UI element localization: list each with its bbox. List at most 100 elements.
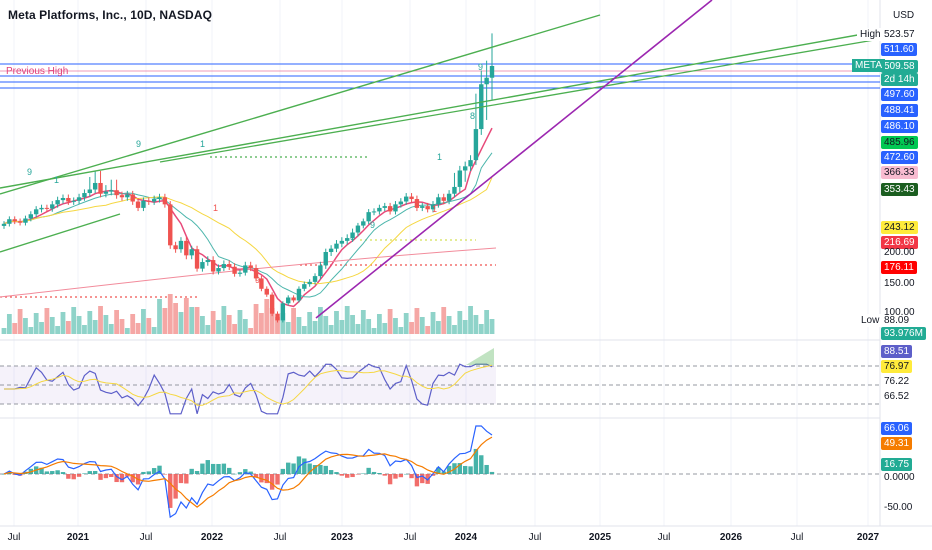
candle-body	[146, 200, 151, 202]
volume-bar	[108, 324, 114, 334]
price-axis-label: 497.60	[881, 88, 918, 101]
macd-histogram-bar	[1, 474, 7, 475]
volume-bar	[285, 322, 291, 334]
macd-histogram-bar	[232, 473, 237, 475]
candle-body	[39, 207, 44, 210]
macd-histogram-bar	[162, 474, 168, 475]
candle-body	[7, 219, 12, 224]
macd-histogram-bar	[92, 471, 98, 474]
candle-body	[210, 260, 216, 272]
volume-bar	[65, 321, 71, 334]
td-sequential-counts: 9 1 9 1 1 9 5 9 1 9 1 8	[27, 62, 483, 285]
volume-bar	[468, 306, 473, 334]
macd-histogram-bar	[328, 470, 334, 474]
price-axis-label: 509.58	[881, 60, 918, 73]
volume-bar	[382, 323, 388, 334]
volume-bar	[60, 312, 66, 334]
candle-body	[71, 200, 76, 202]
macd-histogram-bar	[55, 470, 60, 474]
candle-body	[371, 211, 377, 213]
macd-histogram-bar	[479, 455, 484, 474]
macd-axis-label: 49.31	[881, 437, 913, 450]
trendline-green-lower	[0, 213, 121, 253]
volume-bar	[226, 315, 232, 334]
candle-body	[366, 212, 371, 222]
candle-body	[227, 264, 232, 267]
candlesticks	[1, 33, 495, 323]
candle-body	[291, 297, 296, 301]
macd-histogram-bar	[286, 462, 291, 474]
candle-body	[114, 190, 119, 196]
candle-body	[253, 268, 259, 279]
macd-histogram-bar	[355, 474, 361, 475]
macd-histogram-bar	[210, 463, 216, 474]
candle-body	[189, 249, 194, 256]
candle-body	[296, 288, 302, 301]
macd-histogram-bar	[334, 472, 339, 474]
macd-signal-line	[3, 436, 493, 508]
candle-body	[55, 200, 60, 205]
volume-bar	[419, 317, 425, 334]
macd-histogram-bar	[71, 474, 76, 480]
macd-histogram-bar	[484, 464, 489, 474]
price-axis-label: 472.60	[881, 151, 918, 164]
low-tag: Low	[858, 314, 883, 327]
volume-bar	[210, 311, 216, 334]
candle-body	[205, 260, 210, 263]
price-axis-label: 511.60	[881, 43, 917, 56]
volume-bar	[98, 306, 103, 334]
td-count-label: 1	[200, 139, 205, 149]
price-axis-label: 176.11	[881, 261, 917, 274]
rsi-axis-label: 88.51	[881, 345, 913, 358]
volume-bar	[371, 328, 377, 334]
volume-bar	[82, 325, 87, 334]
candle-body	[17, 221, 23, 223]
price-axis-label: 486.10	[881, 120, 918, 133]
macd-histogram-bar	[350, 474, 355, 478]
trendline-hidden-4	[160, 34, 880, 165]
volume-bar	[446, 316, 452, 334]
macd-histogram-bar	[87, 471, 93, 474]
volume-bar	[130, 314, 136, 334]
macd-histogram-bar	[371, 471, 377, 474]
macd-histogram-bar	[420, 474, 425, 484]
volume-bar	[87, 311, 93, 334]
volume-bar	[28, 327, 34, 334]
currency-label[interactable]: USD	[893, 10, 915, 21]
macd-histogram-bar	[44, 471, 50, 474]
volume-bar	[307, 312, 313, 334]
price-axis-label: 93.976M	[881, 327, 926, 340]
candle-body	[462, 166, 468, 171]
macd-histogram-bar	[409, 474, 414, 479]
macd-histogram-bar	[248, 471, 253, 474]
candle-body	[382, 206, 387, 208]
candle-body	[44, 207, 50, 209]
candle-body	[178, 240, 184, 250]
volume-bar	[242, 319, 248, 334]
volume-bar	[157, 299, 162, 334]
candle-body	[328, 248, 334, 252]
td-count-label: 1	[432, 204, 437, 214]
candle-body	[350, 232, 355, 239]
price-axis-label: 485.96	[881, 136, 918, 149]
volume-bar	[387, 309, 393, 334]
trend-lines[interactable]	[0, 0, 881, 319]
candle-body	[269, 294, 275, 314]
macd-line	[3, 425, 493, 519]
volume-bar	[39, 322, 44, 334]
price-axis-label: 488.41	[881, 104, 918, 117]
candle-body	[264, 288, 269, 295]
candle-body	[76, 197, 82, 201]
macd-histogram-bar	[184, 474, 189, 484]
candle-body	[446, 193, 452, 201]
volume-bar	[441, 307, 447, 334]
candle-body	[162, 197, 168, 205]
candle-body	[194, 249, 200, 269]
volume-bar	[114, 310, 120, 334]
candle-body	[275, 313, 280, 321]
macd-histogram-bar	[436, 467, 441, 474]
volume-bar	[398, 327, 404, 334]
macd-histogram-bar	[7, 472, 12, 474]
macd-histogram-bar	[302, 458, 307, 474]
